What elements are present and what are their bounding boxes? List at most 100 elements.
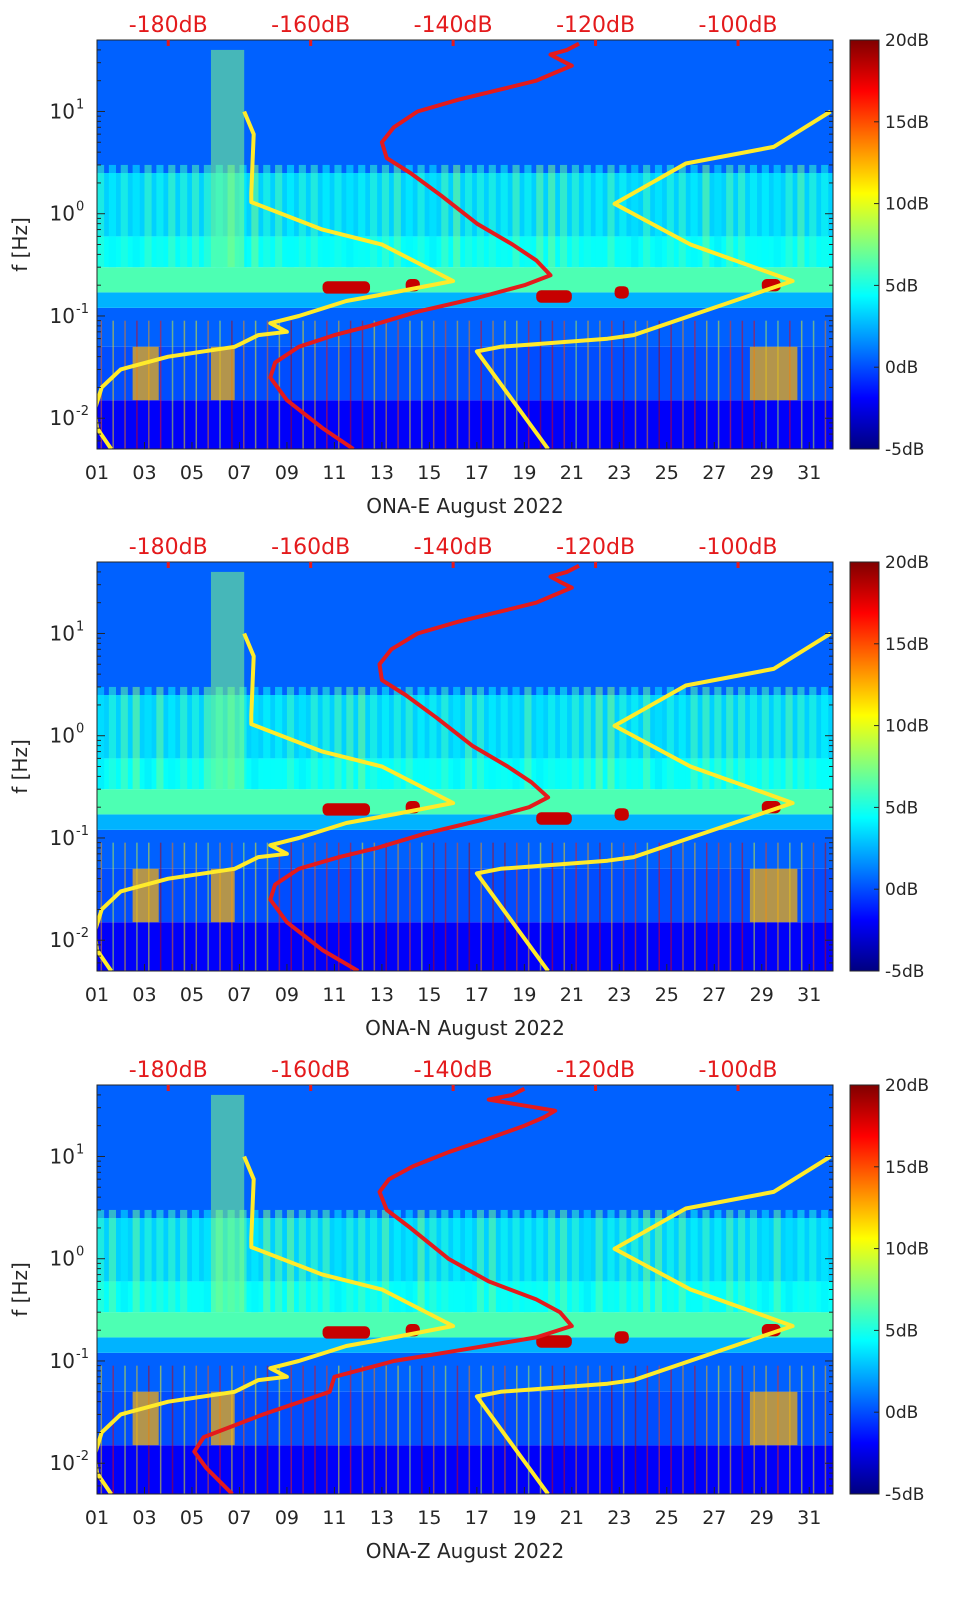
heatmap-area [97, 1085, 833, 1494]
heatmap-column [536, 1209, 544, 1313]
heatmap-column [492, 1365, 494, 1494]
heatmap-column [761, 164, 769, 268]
heatmap-column [654, 686, 663, 790]
heatmap-hotspot [322, 1326, 371, 1339]
colorbar-tick-label: 15dB [885, 113, 929, 133]
heatmap-column [358, 164, 366, 268]
heatmap-column [480, 1365, 482, 1494]
heatmap-column [112, 842, 114, 971]
heatmap-column [310, 164, 318, 268]
x-tick-label: 13 [370, 984, 394, 1006]
heatmap-column [821, 1209, 829, 1313]
heatmap-column [156, 686, 164, 790]
heatmap-column [773, 686, 781, 790]
heatmap-column [551, 1365, 554, 1494]
heatmap-column [587, 842, 589, 971]
heatmap-column [476, 1209, 484, 1313]
heatmap-column [622, 1365, 625, 1494]
heatmap-column [729, 320, 732, 449]
heatmap-column [337, 842, 340, 971]
heatmap-column [156, 1209, 164, 1313]
heatmap-column [607, 686, 615, 790]
x-tick-label: 25 [655, 462, 679, 484]
heatmap-column [397, 1365, 399, 1494]
heatmap-column [607, 1209, 615, 1313]
heatmap-hotspot [536, 812, 572, 825]
heatmap-column [492, 842, 494, 971]
colorbar-tick-label: 0dB [885, 358, 918, 378]
heatmap-column [599, 842, 601, 971]
heatmap-column [254, 1365, 257, 1494]
heatmap-column [516, 1365, 518, 1494]
heatmap-column [797, 686, 805, 790]
heatmap-column [302, 320, 304, 449]
heatmap-column [824, 842, 827, 971]
y-tick-label: 10 [50, 826, 75, 850]
heatmap-column [326, 1365, 328, 1494]
y-tick-label: 10 [50, 1349, 75, 1373]
heatmap-hotspot [210, 868, 235, 923]
y-tick-label: 10 [50, 202, 75, 226]
heatmap-column [527, 320, 530, 449]
heatmap-hotspot [210, 1094, 245, 1313]
heatmap-column [120, 1209, 128, 1313]
heatmap-column [504, 320, 506, 449]
y-tick-label: 10 [50, 406, 75, 430]
heatmap-column [465, 1209, 473, 1313]
heatmap-column [314, 320, 316, 449]
heatmap-column [500, 686, 508, 790]
heatmap-column [812, 842, 815, 971]
heatmap-column [263, 1209, 271, 1313]
heatmap-column [504, 1365, 506, 1494]
heatmap-column [666, 686, 674, 790]
heatmap-column [658, 1365, 660, 1494]
x-axis-label: ONA-E August 2022 [366, 494, 563, 518]
heatmap-column [670, 842, 672, 971]
heatmap-column [571, 686, 579, 790]
heatmap-column [551, 320, 554, 449]
heatmap-column [714, 164, 722, 268]
heatmap-column [714, 1209, 722, 1313]
heatmap-column [159, 842, 162, 971]
heatmap-band [97, 562, 833, 696]
heatmap-band [97, 40, 833, 174]
colorbar-tick-label: -5dB [885, 962, 924, 982]
heatmap-hotspot [210, 571, 245, 790]
heatmap-column [132, 686, 140, 790]
x-tick-label: 09 [275, 1507, 299, 1529]
colorbar-tick-label: 10dB [885, 717, 929, 737]
y-tick-label-exponent: 1 [76, 1142, 84, 1157]
heatmap-column [500, 164, 508, 268]
heatmap-column [195, 842, 198, 971]
heatmap-column [180, 1209, 188, 1313]
heatmap-column [405, 164, 413, 268]
x-tick-label: 19 [512, 1507, 536, 1529]
heatmap-column [421, 842, 423, 971]
heatmap-column [800, 1365, 803, 1494]
heatmap-hotspot [536, 1335, 572, 1348]
heatmap-column [690, 686, 698, 790]
heatmap-column [322, 164, 330, 268]
heatmap-column [761, 1209, 769, 1313]
heatmap-column [168, 164, 176, 268]
heatmap-column [690, 1209, 698, 1313]
heatmap-column [444, 842, 447, 971]
heatmap-column [275, 164, 283, 268]
heatmap-column [381, 164, 390, 268]
heatmap-column [654, 1209, 663, 1313]
heatmap-hotspot [210, 49, 245, 268]
x-tick-label: 29 [750, 462, 774, 484]
heatmap-column [349, 842, 352, 971]
x-tick-label: 19 [512, 984, 536, 1006]
heatmap-column [100, 1365, 103, 1494]
heatmap-column [302, 842, 304, 971]
heatmap-column [559, 686, 568, 790]
heatmap-column [429, 686, 437, 790]
heatmap-column [488, 164, 496, 268]
y-tick-label-exponent: 1 [76, 619, 84, 634]
colorbar-tick-label: -5dB [885, 440, 924, 460]
heatmap-column [575, 842, 577, 971]
heatmap-column [812, 1365, 815, 1494]
heatmap-column [726, 686, 734, 790]
